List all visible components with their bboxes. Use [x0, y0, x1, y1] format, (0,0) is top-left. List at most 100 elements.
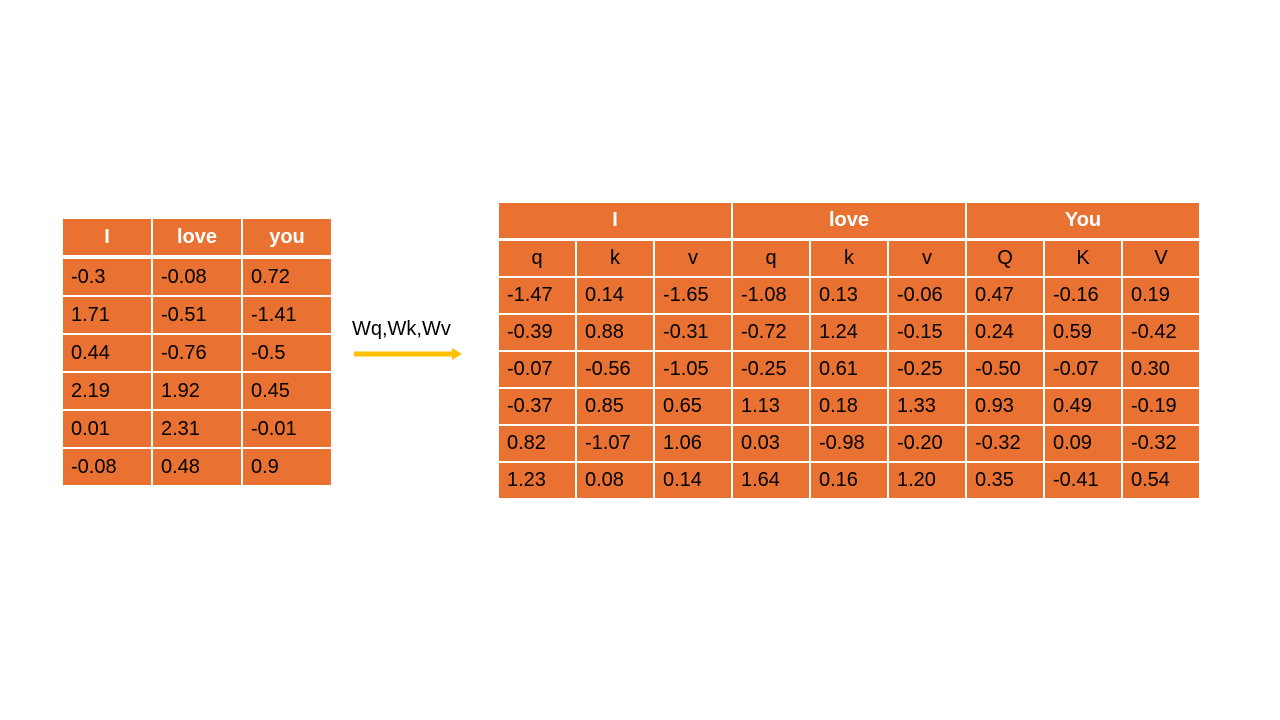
left-table-cell: -0.01	[241, 409, 333, 449]
left-table-row: -0.08 0.48 0.9	[61, 447, 333, 487]
right-table-cell: -0.39	[497, 313, 577, 352]
left-table-row: 1.71 -0.51 -1.41	[61, 295, 333, 335]
right-table-cell: -0.50	[965, 350, 1045, 389]
right-table-cell: 0.24	[965, 313, 1045, 352]
left-table-row: 0.01 2.31 -0.01	[61, 409, 333, 449]
right-table-cell: 0.19	[1121, 276, 1201, 315]
left-table-cell: -0.51	[151, 295, 243, 335]
arrow-label: Wq,Wk,Wv	[352, 318, 451, 340]
right-table-cell: 1.23	[497, 461, 577, 500]
right-table-cell: 0.16	[809, 461, 889, 500]
right-table-cell: -0.98	[809, 424, 889, 463]
subheader-cell: v	[653, 238, 733, 278]
left-table-cell: 2.19	[61, 371, 153, 411]
right-table-cell: 1.06	[653, 424, 733, 463]
right-table-cell: 0.35	[965, 461, 1045, 500]
left-table-cell: -1.41	[241, 295, 333, 335]
right-table-cell: 0.09	[1043, 424, 1123, 463]
right-table-body: -1.47 0.14 -1.65 -1.08 0.13 -0.06 0.47 -0.16 0.1…	[497, 276, 1201, 500]
right-table-cell: -0.32	[1121, 424, 1201, 463]
left-table-cell: -0.08	[151, 256, 243, 297]
right-table-cell: -0.56	[575, 350, 655, 389]
right-table-cell: 0.14	[653, 461, 733, 500]
right-table-cell: 0.93	[965, 387, 1045, 426]
left-table-row: 0.44 -0.76 -0.5	[61, 333, 333, 373]
right-table-cell: 0.30	[1121, 350, 1201, 389]
right-table-cell: -1.65	[653, 276, 733, 315]
right-table-cell: 0.14	[575, 276, 655, 315]
left-table-cell: 0.9	[241, 447, 333, 487]
right-table-cell: 1.13	[731, 387, 811, 426]
right-table-cell: 0.49	[1043, 387, 1123, 426]
right-table-cell: 0.47	[965, 276, 1045, 315]
left-table-row: 2.19 1.92 0.45	[61, 371, 333, 411]
subheader-cell: K	[1043, 238, 1123, 278]
right-table-row: -0.39 0.88 -0.31 -0.72 1.24 -0.15 0.24 0.59 -0.4…	[497, 313, 1201, 352]
right-table-cell: -0.16	[1043, 276, 1123, 315]
right-table-cell: -1.07	[575, 424, 655, 463]
right-table-cell: 0.59	[1043, 313, 1123, 352]
left-table-cell: 0.44	[61, 333, 153, 373]
right-table-cell: 0.85	[575, 387, 655, 426]
right-table-row: 0.82 -1.07 1.06 0.03 -0.98 -0.20 -0.32 0.09 -0.3…	[497, 424, 1201, 463]
left-table-cell: -0.76	[151, 333, 243, 373]
right-table-cell: 1.33	[887, 387, 967, 426]
left-table-cell: -0.08	[61, 447, 153, 487]
right-table-cell: 0.54	[1121, 461, 1201, 500]
right-table-cell: -0.32	[965, 424, 1045, 463]
left-table-cell: -0.5	[241, 333, 333, 373]
right-arrow-icon	[354, 348, 462, 360]
right-table-cell: 0.65	[653, 387, 733, 426]
right-table-cell: 0.18	[809, 387, 889, 426]
group-header-cell: You	[965, 201, 1201, 241]
right-table-row: 1.23 0.08 0.14 1.64 0.16 1.20 0.35 -0.41 0.54	[497, 461, 1201, 500]
subheader-cell: q	[497, 238, 577, 278]
right-table-cell: -0.25	[731, 350, 811, 389]
left-header-cell: I	[61, 217, 153, 259]
right-table-cell: 0.13	[809, 276, 889, 315]
right-table-row: -0.07 -0.56 -1.05 -0.25 0.61 -0.25 -0.50 -0.07 0…	[497, 350, 1201, 389]
left-table-cell: 0.01	[61, 409, 153, 449]
left-table-body: -0.3 -0.08 0.72 1.71 -0.51 -1.41 0.44 -0.76 -0.5…	[61, 256, 333, 487]
left-table-row: -0.3 -0.08 0.72	[61, 256, 333, 297]
right-table-cell: -0.15	[887, 313, 967, 352]
right-table-cell: -0.31	[653, 313, 733, 352]
left-table-cell: 1.92	[151, 371, 243, 411]
right-table-cell: 1.64	[731, 461, 811, 500]
right-table-cell: 0.82	[497, 424, 577, 463]
subheader-cell: Q	[965, 238, 1045, 278]
left-table-cell: -0.3	[61, 256, 153, 297]
group-header-cell: love	[731, 201, 967, 241]
left-header-cell: you	[241, 217, 333, 259]
subheader-cell: v	[887, 238, 967, 278]
subheader-cell: k	[575, 238, 655, 278]
right-table-cell: -0.07	[497, 350, 577, 389]
right-table-cell: -0.19	[1121, 387, 1201, 426]
right-table-cell: -0.07	[1043, 350, 1123, 389]
right-table-cell: 0.61	[809, 350, 889, 389]
right-table-cell: 1.20	[887, 461, 967, 500]
right-table-row: -0.37 0.85 0.65 1.13 0.18 1.33 0.93 0.49 -0.19	[497, 387, 1201, 426]
right-table-cell: 0.08	[575, 461, 655, 500]
left-header-cell: love	[151, 217, 243, 259]
group-header-cell: I	[497, 201, 733, 241]
right-table-cell: 0.88	[575, 313, 655, 352]
right-table-cell: -1.47	[497, 276, 577, 315]
right-table-cell: 1.24	[809, 313, 889, 352]
right-table-cell: 0.03	[731, 424, 811, 463]
right-table-cell: -1.05	[653, 350, 733, 389]
left-table-cell: 2.31	[151, 409, 243, 449]
right-table-cell: -1.08	[731, 276, 811, 315]
left-table-cell: 1.71	[61, 295, 153, 335]
right-table-cell: -0.20	[887, 424, 967, 463]
right-table-cell: -0.42	[1121, 313, 1201, 352]
left-table-cell: 0.48	[151, 447, 243, 487]
right-table-cell: -0.25	[887, 350, 967, 389]
right-table-cell: -0.37	[497, 387, 577, 426]
left-table-cell: 0.45	[241, 371, 333, 411]
